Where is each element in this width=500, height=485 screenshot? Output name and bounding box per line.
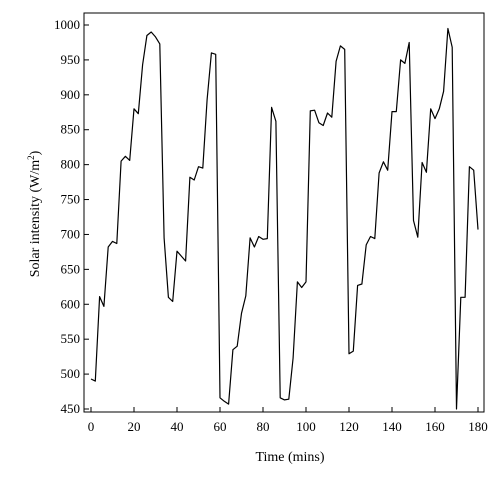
plot-frame <box>83 12 485 413</box>
x-axis-ticks: 0 20 40 60 80 100 120 140 160 180 <box>88 407 488 434</box>
y-axis-ticks: 450 500 550 600 650 700 750 800 850 900 950 1000 <box>54 17 89 416</box>
x-tick-label: 180 <box>468 419 488 434</box>
y-axis-label: Solar intensity (W/m2) <box>26 150 43 277</box>
y-tick-label: 450 <box>61 401 81 416</box>
x-tick-label: 20 <box>128 419 141 434</box>
x-tick-label: 120 <box>339 419 359 434</box>
x-tick-label: 80 <box>257 419 270 434</box>
x-tick-label: 160 <box>425 419 445 434</box>
y-tick-label: 800 <box>61 157 81 172</box>
y-axis-label-close: ) <box>28 150 43 155</box>
y-tick-label: 900 <box>61 87 81 102</box>
series-layer <box>90 27 479 410</box>
y-tick-label: 950 <box>61 52 81 67</box>
y-tick-label: 550 <box>61 331 81 346</box>
y-tick-label: 600 <box>61 296 81 311</box>
x-tick-label: 60 <box>214 419 227 434</box>
y-tick-label: 1000 <box>54 17 80 32</box>
y-axis-label-main: Solar intensity (W/m <box>28 160 43 278</box>
y-tick-label: 750 <box>61 192 81 207</box>
x-tick-label: 0 <box>88 419 95 434</box>
y-axis-label-superscript: 2 <box>26 155 36 160</box>
x-axis-label: Time (mins) <box>255 450 324 465</box>
y-tick-label: 850 <box>61 122 81 137</box>
y-tick-label: 650 <box>61 261 81 276</box>
y-tick-label: 700 <box>61 226 81 241</box>
y-tick-label: 500 <box>61 366 81 381</box>
x-tick-label: 140 <box>382 419 402 434</box>
x-tick-label: 40 <box>171 419 184 434</box>
series-line <box>90 27 479 410</box>
x-tick-label: 100 <box>296 419 316 434</box>
